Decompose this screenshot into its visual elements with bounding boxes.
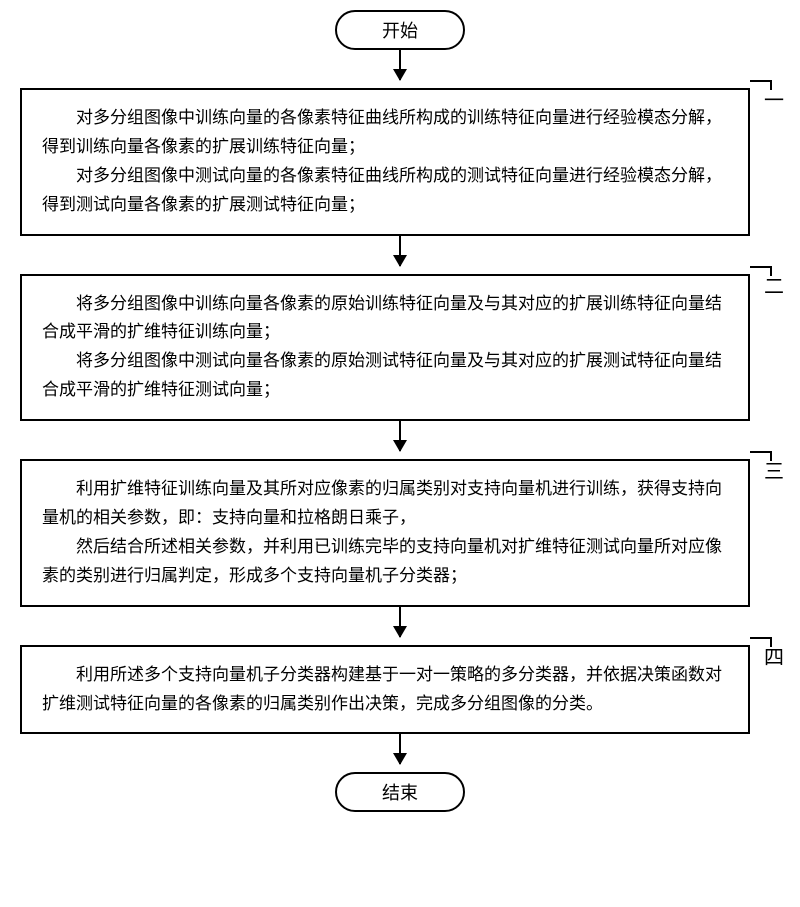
step-1-box: 一 对多分组图像中训练向量的各像素特征曲线所构成的训练特征向量进行经验模态分解，… (20, 88, 750, 236)
arrow-2 (10, 421, 790, 459)
step-3-line-2: 然后结合所述相关参数，并利用已训练完毕的支持向量机对扩维特征测试向量所对应像素的… (42, 533, 728, 591)
step-3-label: 三 (764, 455, 784, 489)
step-2-label: 二 (764, 270, 784, 304)
step-4-line-1: 利用所述多个支持向量机子分类器构建基于一对一策略的多分类器，并依据决策函数对扩维… (42, 661, 728, 719)
step-3-line-1: 利用扩维特征训练向量及其所对应像素的归属类别对支持向量机进行训练，获得支持向量机… (42, 475, 728, 533)
terminal-start-label: 开始 (382, 17, 418, 43)
terminal-end: 结束 (335, 772, 465, 812)
step-4-label: 四 (764, 641, 784, 675)
step-1-line-2: 对多分组图像中测试向量的各像素特征曲线所构成的测试特征向量进行经验模态分解，得到… (42, 162, 728, 220)
step-2-box: 二 将多分组图像中训练向量各像素的原始训练特征向量及与其对应的扩展训练特征向量结… (20, 274, 750, 422)
step-4-box: 四 利用所述多个支持向量机子分类器构建基于一对一策略的多分类器，并依据决策函数对… (20, 645, 750, 735)
step-2-line-1: 将多分组图像中训练向量各像素的原始训练特征向量及与其对应的扩展训练特征向量结合成… (42, 290, 728, 348)
terminal-end-label: 结束 (382, 779, 418, 805)
arrow-0 (10, 50, 790, 88)
step-2-line-2: 将多分组图像中测试向量各像素的原始测试特征向量及与其对应的扩展测试特征向量结合成… (42, 347, 728, 405)
step-3-box: 三 利用扩维特征训练向量及其所对应像素的归属类别对支持向量机进行训练，获得支持向… (20, 459, 750, 607)
arrow-1 (10, 236, 790, 274)
flowchart-container: 开始 一 对多分组图像中训练向量的各像素特征曲线所构成的训练特征向量进行经验模态… (10, 10, 790, 812)
step-1-label: 一 (764, 84, 784, 118)
arrow-3 (10, 607, 790, 645)
terminal-start: 开始 (335, 10, 465, 50)
step-1-line-1: 对多分组图像中训练向量的各像素特征曲线所构成的训练特征向量进行经验模态分解，得到… (42, 104, 728, 162)
arrow-4 (10, 734, 790, 772)
